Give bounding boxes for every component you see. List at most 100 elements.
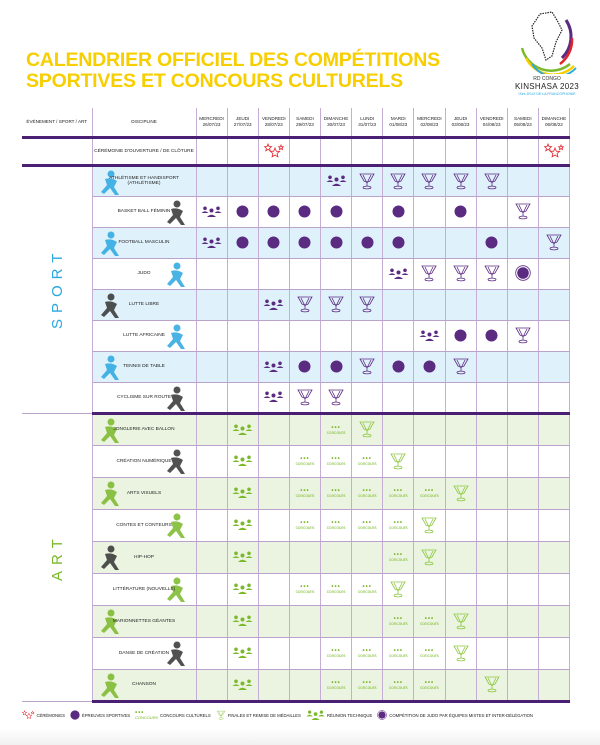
day-cell bbox=[413, 413, 446, 446]
art-row: HIP-HOP ••• concours bbox=[22, 541, 571, 574]
trophy-icon bbox=[216, 710, 225, 720]
day-cell bbox=[319, 541, 353, 574]
day-cell bbox=[288, 541, 322, 574]
day-cell bbox=[506, 289, 539, 321]
concours-icon: ••• concours bbox=[135, 709, 159, 720]
stars-icon bbox=[263, 142, 284, 158]
day-cell: ••• concours bbox=[382, 669, 415, 703]
meeting-icon bbox=[232, 583, 253, 595]
concours-icon: ••• concours bbox=[295, 520, 315, 530]
concours-icon: ••• concours bbox=[357, 584, 377, 594]
day-cell bbox=[288, 669, 322, 703]
judo-team-icon bbox=[377, 710, 388, 720]
day-cell bbox=[226, 445, 259, 478]
athlete-silhouette-icon bbox=[166, 513, 185, 538]
athlete-silhouette-icon bbox=[166, 449, 185, 474]
day-cell bbox=[444, 573, 477, 606]
day-cell bbox=[195, 477, 228, 510]
day-cell bbox=[288, 637, 322, 670]
header-day: DIMANCHE 30/07/23 bbox=[319, 108, 353, 139]
discipline-label: JUDO bbox=[91, 258, 197, 290]
day-cell bbox=[195, 137, 228, 167]
athlete-silhouette-icon bbox=[166, 200, 185, 225]
meeting-icon bbox=[326, 175, 347, 187]
athlete-silhouette-icon bbox=[100, 545, 119, 570]
day-cell bbox=[288, 351, 322, 383]
day-cell bbox=[226, 351, 259, 383]
day-cell bbox=[195, 509, 228, 542]
day-cell bbox=[257, 258, 290, 290]
concours-icon: ••• concours bbox=[357, 488, 377, 498]
day-cell bbox=[351, 137, 384, 167]
day-cell bbox=[257, 382, 290, 415]
day-cell bbox=[382, 289, 415, 321]
day-cell bbox=[195, 605, 228, 638]
day-cell bbox=[319, 382, 353, 415]
day-cell: ••• concours bbox=[413, 637, 446, 670]
day-cell bbox=[319, 320, 353, 352]
sport-event-icon bbox=[298, 360, 311, 373]
trophy-icon bbox=[452, 358, 469, 375]
day-cell bbox=[319, 137, 353, 167]
day-cell bbox=[226, 509, 259, 542]
legend-item: RÉUNION TECHNIQUE bbox=[306, 710, 372, 720]
trophy-icon bbox=[515, 327, 531, 344]
day-cell bbox=[351, 165, 384, 197]
day-cell bbox=[413, 541, 446, 574]
sport-row: TENNIS DE TABLE bbox=[22, 351, 571, 383]
day-cell bbox=[226, 605, 259, 638]
day-cell bbox=[257, 196, 290, 228]
day-cell bbox=[537, 351, 571, 383]
day-cell bbox=[195, 289, 228, 321]
day-cell: ••• concours bbox=[382, 477, 415, 510]
day-cell bbox=[226, 477, 259, 510]
day-cell bbox=[413, 351, 446, 383]
day-cell bbox=[319, 351, 353, 383]
day-cell: ••• concours bbox=[288, 445, 322, 478]
day-cell bbox=[444, 669, 477, 703]
discipline-label: CÉRÉMONIE D'OUVERTURE / DE CLÔTURE bbox=[91, 137, 197, 167]
day-cell bbox=[195, 445, 228, 478]
trophy-icon bbox=[359, 358, 375, 375]
discipline-label: TENNIS DE TABLE bbox=[91, 351, 197, 383]
day-cell bbox=[506, 258, 539, 290]
day-cell bbox=[288, 137, 322, 167]
logo-emblem-icon bbox=[520, 11, 577, 78]
page-title: CALENDRIER OFFICIEL DES COMPÉTITIONS SPO… bbox=[26, 49, 440, 92]
meeting-icon bbox=[232, 519, 253, 531]
day-cell bbox=[382, 382, 415, 415]
stars-icon bbox=[543, 142, 564, 158]
athlete-silhouette-icon bbox=[100, 170, 119, 195]
concours-icon: ••• concours bbox=[295, 488, 315, 498]
day-cell bbox=[537, 605, 571, 638]
day-cell bbox=[475, 196, 508, 228]
trophy-icon bbox=[515, 203, 531, 220]
day-cell bbox=[444, 196, 477, 228]
discipline-label: LITTÉRATURE (NOUVELLE) bbox=[91, 573, 197, 606]
sport-event-icon bbox=[298, 236, 311, 249]
day-cell bbox=[537, 320, 571, 352]
concours-icon: ••• concours bbox=[388, 616, 408, 626]
header-day: VENDREDI 04/08/23 bbox=[475, 108, 508, 139]
legend-item: ••• concours CONCOURS CULTURELS bbox=[135, 709, 211, 720]
day-cell bbox=[351, 320, 384, 352]
day-cell bbox=[475, 227, 508, 259]
meeting-icon bbox=[232, 487, 253, 499]
day-cell bbox=[506, 196, 539, 228]
day-cell bbox=[351, 258, 384, 290]
concours-icon: ••• concours bbox=[420, 616, 439, 626]
sport-row: SPORT ATHLÉTISME ET HANDISPORT (ATHLÉTISM… bbox=[22, 165, 571, 413]
trophy-icon bbox=[359, 296, 375, 313]
trophy-icon bbox=[421, 265, 438, 282]
sport-event-icon bbox=[361, 236, 374, 249]
trophy-icon bbox=[390, 173, 407, 190]
day-cell bbox=[319, 605, 353, 638]
day-cell bbox=[475, 541, 508, 574]
day-cell bbox=[195, 573, 228, 606]
day-cell bbox=[257, 351, 290, 383]
day-cell bbox=[537, 509, 571, 542]
trophy-icon bbox=[452, 265, 469, 282]
day-cell: ••• concours bbox=[382, 509, 415, 542]
day-cell bbox=[444, 445, 477, 478]
day-cell bbox=[413, 258, 446, 290]
